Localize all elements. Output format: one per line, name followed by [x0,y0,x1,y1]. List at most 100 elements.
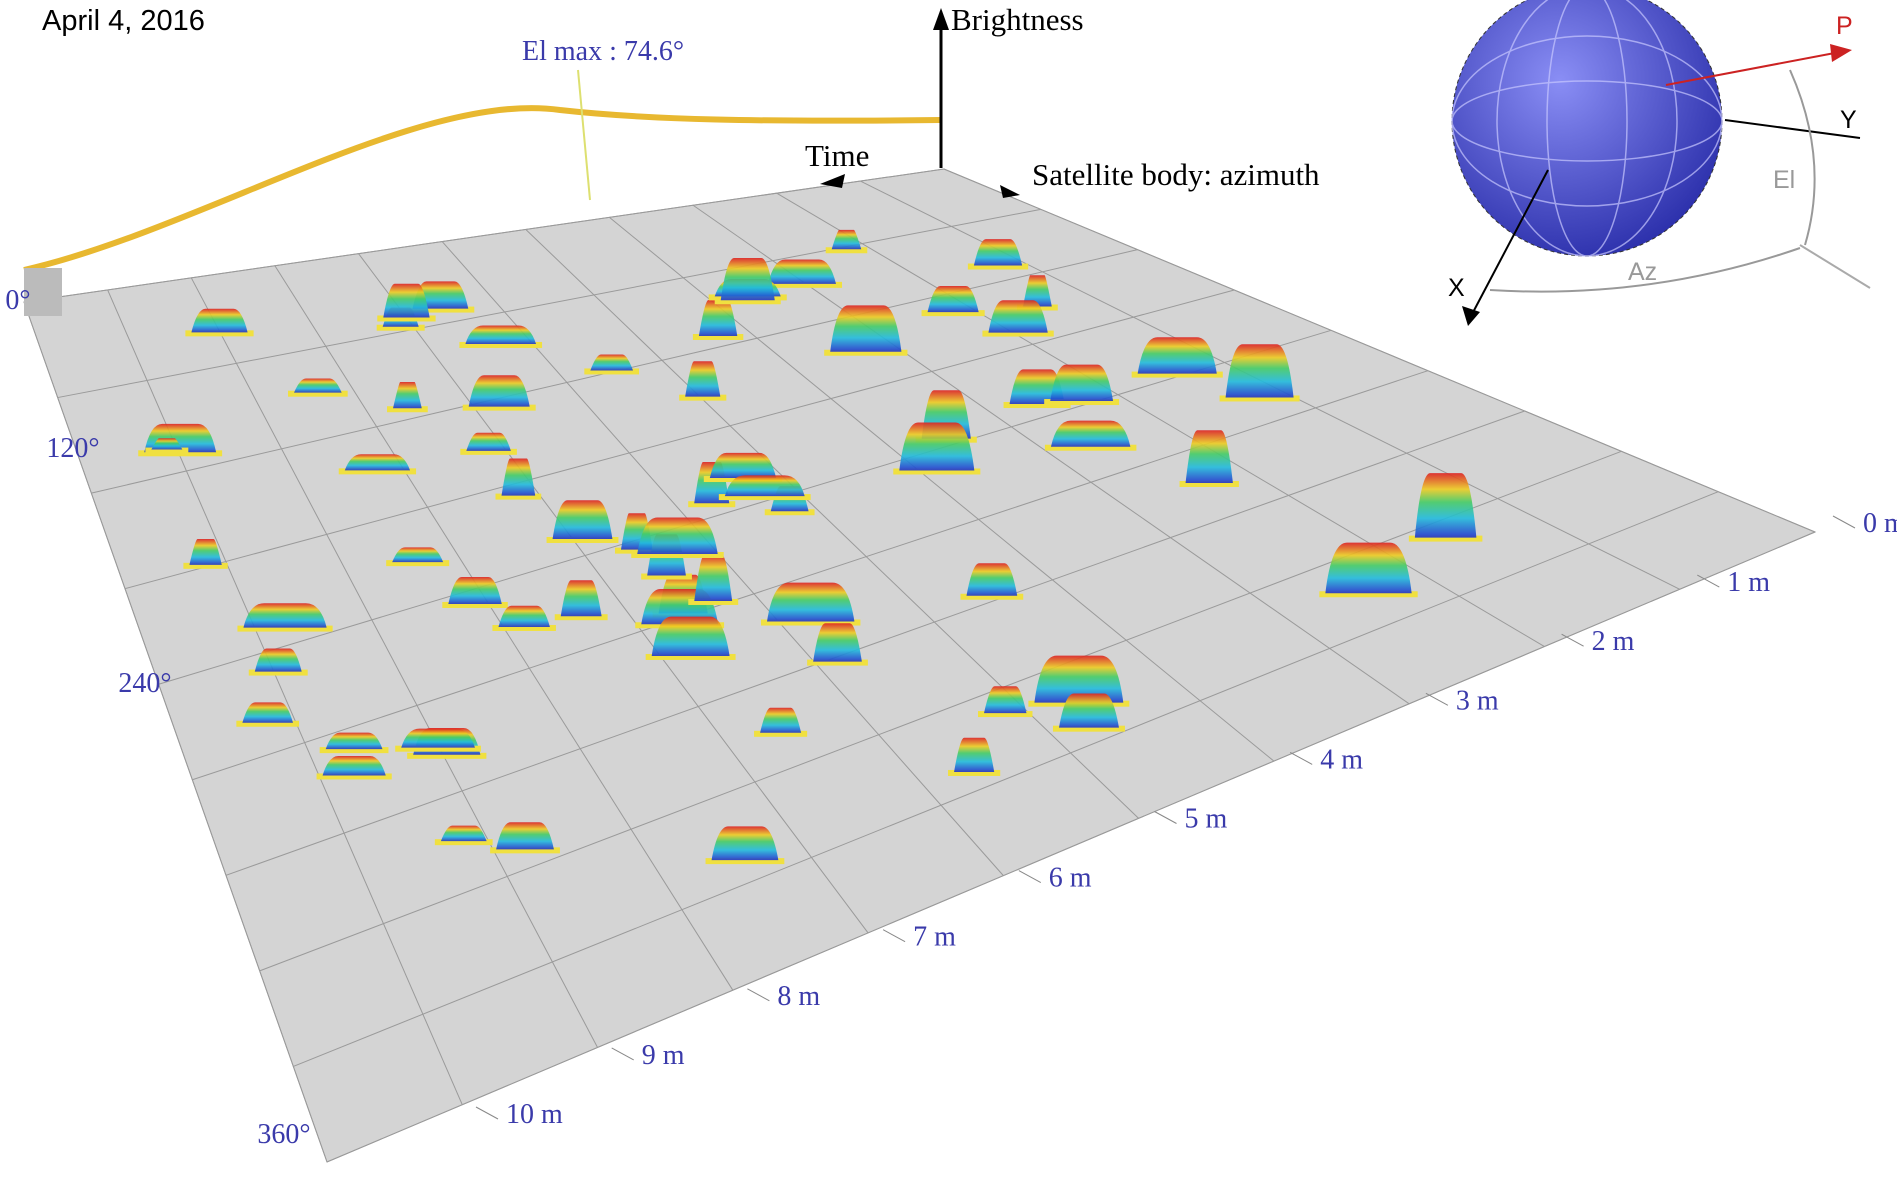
yellow-base [1052,725,1125,732]
brightness-peak [899,422,975,471]
brightness-peak [412,281,469,309]
yellow-base [688,598,739,605]
yellow-base [1408,535,1483,542]
brightness-peak [954,737,995,772]
yellow-base [248,669,308,676]
yellow-base [459,341,543,348]
brightness-peak [1325,542,1412,594]
brightness-peak [1009,369,1065,405]
brightness-peak [496,822,554,850]
tick [1018,870,1042,884]
brightness-peak [1034,655,1124,703]
satellite-sphere [1451,0,1723,257]
time-label: 7 m [913,922,956,953]
inset-label: El [1773,166,1795,194]
azimuth-label: 0° [5,285,30,316]
time-label: 0 m [1863,508,1897,539]
curve-base [24,268,62,316]
brightness-peak [392,547,444,563]
brightness-peak [927,286,979,313]
inset-label: Az [1628,258,1657,286]
tick [882,929,906,943]
yellow-base [705,858,785,865]
tick [475,1106,499,1120]
brightness-peak [760,707,802,733]
time-label: 9 m [642,1040,685,1071]
satellite-inset: P Y X El Az [1448,0,1871,326]
brightness-peak [1023,275,1052,307]
yellow-base [1044,399,1120,406]
yellow-base [288,390,348,397]
brightness-peak [685,361,721,397]
grid-line [525,229,1139,819]
inset-label: X [1448,274,1465,302]
yellow-base [754,730,808,737]
tick [1697,574,1720,588]
grid-line [158,329,1332,685]
brightness-peak [1225,344,1294,398]
yellow-base [825,247,868,254]
yellow-base [442,601,508,608]
yellow-base [386,560,450,567]
brightness-peak [709,452,777,479]
time-label: 4 m [1320,744,1363,775]
yellow-base [495,493,542,500]
brightness-peak [325,732,383,750]
yellow-base [490,847,560,854]
brightness-peak [651,616,730,656]
yellow-base [967,263,1029,270]
azimuth-label: 120° [46,433,99,464]
brightness-peak [448,576,502,604]
el-max-label: El max : 74.6° [522,36,684,67]
brightness-peak [191,308,248,333]
time-label: 5 m [1185,804,1228,835]
grid-line [190,277,598,1048]
brightness-peak [1050,364,1114,402]
yellow-base [236,720,300,727]
yellow-base [761,281,843,288]
brightness-peak [724,475,805,497]
brightness-peak [637,517,718,554]
brightness-peak [383,283,430,318]
yellow-base [893,468,981,475]
grid-line [225,410,1525,876]
yellow-base [1044,444,1137,451]
brightness-peak [501,458,536,496]
brightness-peak [440,825,487,842]
brightness-peak [1137,337,1217,374]
arrow [1000,185,1020,198]
yellow-base [237,625,333,632]
arrow [820,174,845,188]
grid-line [57,208,1041,399]
yellow-base [319,747,389,754]
yellow-base [641,573,692,580]
yellow-base [718,494,811,501]
yellow-base [316,773,392,780]
grid-line [293,491,1719,1067]
yellow-base [1319,591,1418,598]
yellow-base [982,330,1054,337]
brightness-peak [560,580,602,617]
yellow-base [679,394,727,401]
brightness-peak [766,582,855,622]
brightness-peak [344,454,411,471]
brightness-peak [694,555,733,601]
yellow-base [760,619,861,626]
time-label: 2 m [1592,626,1635,657]
tick [1561,633,1584,647]
brightness-peak [988,300,1048,333]
yellow-base [546,536,619,543]
brightness-peak [466,432,511,451]
yellow-base [645,653,736,660]
brightness-peak [973,239,1023,266]
yellow-base [338,468,417,475]
tick [1289,751,1313,765]
brightness-peak [401,728,475,748]
tick [1832,515,1856,529]
azimuth-label: 360° [257,1119,310,1150]
time-label: 8 m [777,981,820,1012]
brightness-peak [1058,693,1119,728]
brightness-peak [1185,430,1233,483]
brightness-peak [1414,473,1477,538]
brightness-peak [322,756,386,776]
